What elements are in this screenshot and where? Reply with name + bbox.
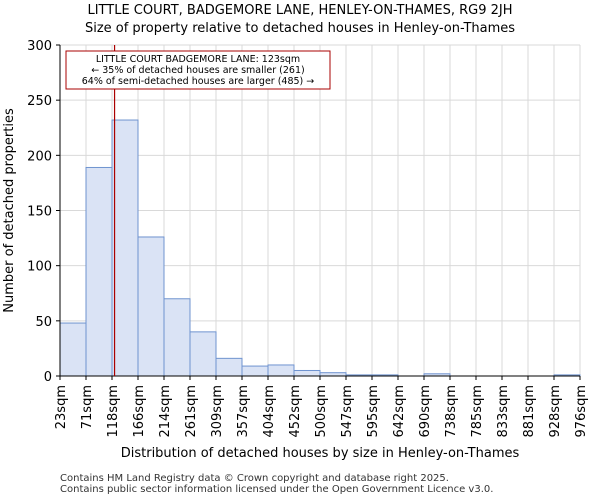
x-tick-label: 595sqm <box>366 385 381 438</box>
x-tick-label: 500sqm <box>314 385 329 438</box>
annotation-line: 64% of semi-detached houses are larger (… <box>82 76 315 87</box>
x-tick-label: 404sqm <box>262 385 277 438</box>
x-tick-label: 928sqm <box>548 385 563 438</box>
x-tick-label: 738sqm <box>444 385 459 438</box>
y-tick-label: 300 <box>27 39 52 54</box>
marker-layer: LITTLE COURT BADGEMORE LANE: 123sqm← 35%… <box>65 45 331 376</box>
histogram-bar <box>111 119 139 377</box>
x-tick-label: 833sqm <box>496 385 511 438</box>
axis-layer <box>56 44 581 380</box>
y-tick-label: 200 <box>27 149 52 164</box>
y-axis-label: Number of detached properties <box>2 108 17 313</box>
histogram-bar <box>215 357 243 377</box>
chart-title: LITTLE COURT, BADGEMORE LANE, HENLEY-ON-… <box>87 3 513 18</box>
x-tick-label: 785sqm <box>470 385 485 438</box>
x-tick-label: 166sqm <box>132 385 147 438</box>
y-tick-label: 250 <box>27 94 52 109</box>
footer-copyright: Contains HM Land Registry data © Crown c… <box>60 473 449 484</box>
x-tick-label: 690sqm <box>418 385 433 438</box>
annotation-box <box>65 50 331 90</box>
histogram-bar <box>85 166 113 377</box>
x-tick-label: 547sqm <box>340 385 355 438</box>
x-tick-label: 261sqm <box>184 385 199 438</box>
histogram-bar <box>241 365 269 377</box>
x-tick-label: 976sqm <box>574 385 589 438</box>
x-tick-label: 71sqm <box>80 385 95 429</box>
x-tick-label: 881sqm <box>522 385 537 438</box>
chart-subtitle: Size of property relative to detached ho… <box>84 21 516 36</box>
x-tick-label: 452sqm <box>288 385 303 438</box>
annotation-line: ← 35% of detached houses are smaller (26… <box>91 65 304 76</box>
label-layer: 0 50 100 150 200 250 300 23sqm 71sqm 118sqm 166sqm… <box>2 39 589 461</box>
y-tick-label: 50 <box>35 315 52 330</box>
histogram-bar <box>293 369 321 377</box>
annotation-line: LITTLE COURT BADGEMORE LANE: 123sqm <box>96 54 300 65</box>
histogram-bar <box>189 331 217 377</box>
y-tick-label: 0 <box>44 370 52 385</box>
histogram-bar <box>59 322 87 377</box>
histogram-bar <box>267 364 295 377</box>
x-tick-label: 309sqm <box>210 385 225 438</box>
x-tick-label: 118sqm <box>106 385 121 438</box>
x-tick-label: 23sqm <box>54 385 69 429</box>
x-tick-label: 214sqm <box>158 385 173 438</box>
histogram-bar <box>163 298 191 377</box>
y-tick-label: 100 <box>27 260 52 275</box>
footer-licence: Contains public sector information licen… <box>60 484 494 495</box>
bar-layer <box>59 119 581 377</box>
x-tick-label: 357sqm <box>236 385 251 438</box>
x-axis-label: Distribution of detached houses by size … <box>121 446 520 461</box>
x-tick-label: 642sqm <box>392 385 407 438</box>
y-tick-label: 150 <box>27 205 52 220</box>
histogram-bar <box>137 236 165 377</box>
